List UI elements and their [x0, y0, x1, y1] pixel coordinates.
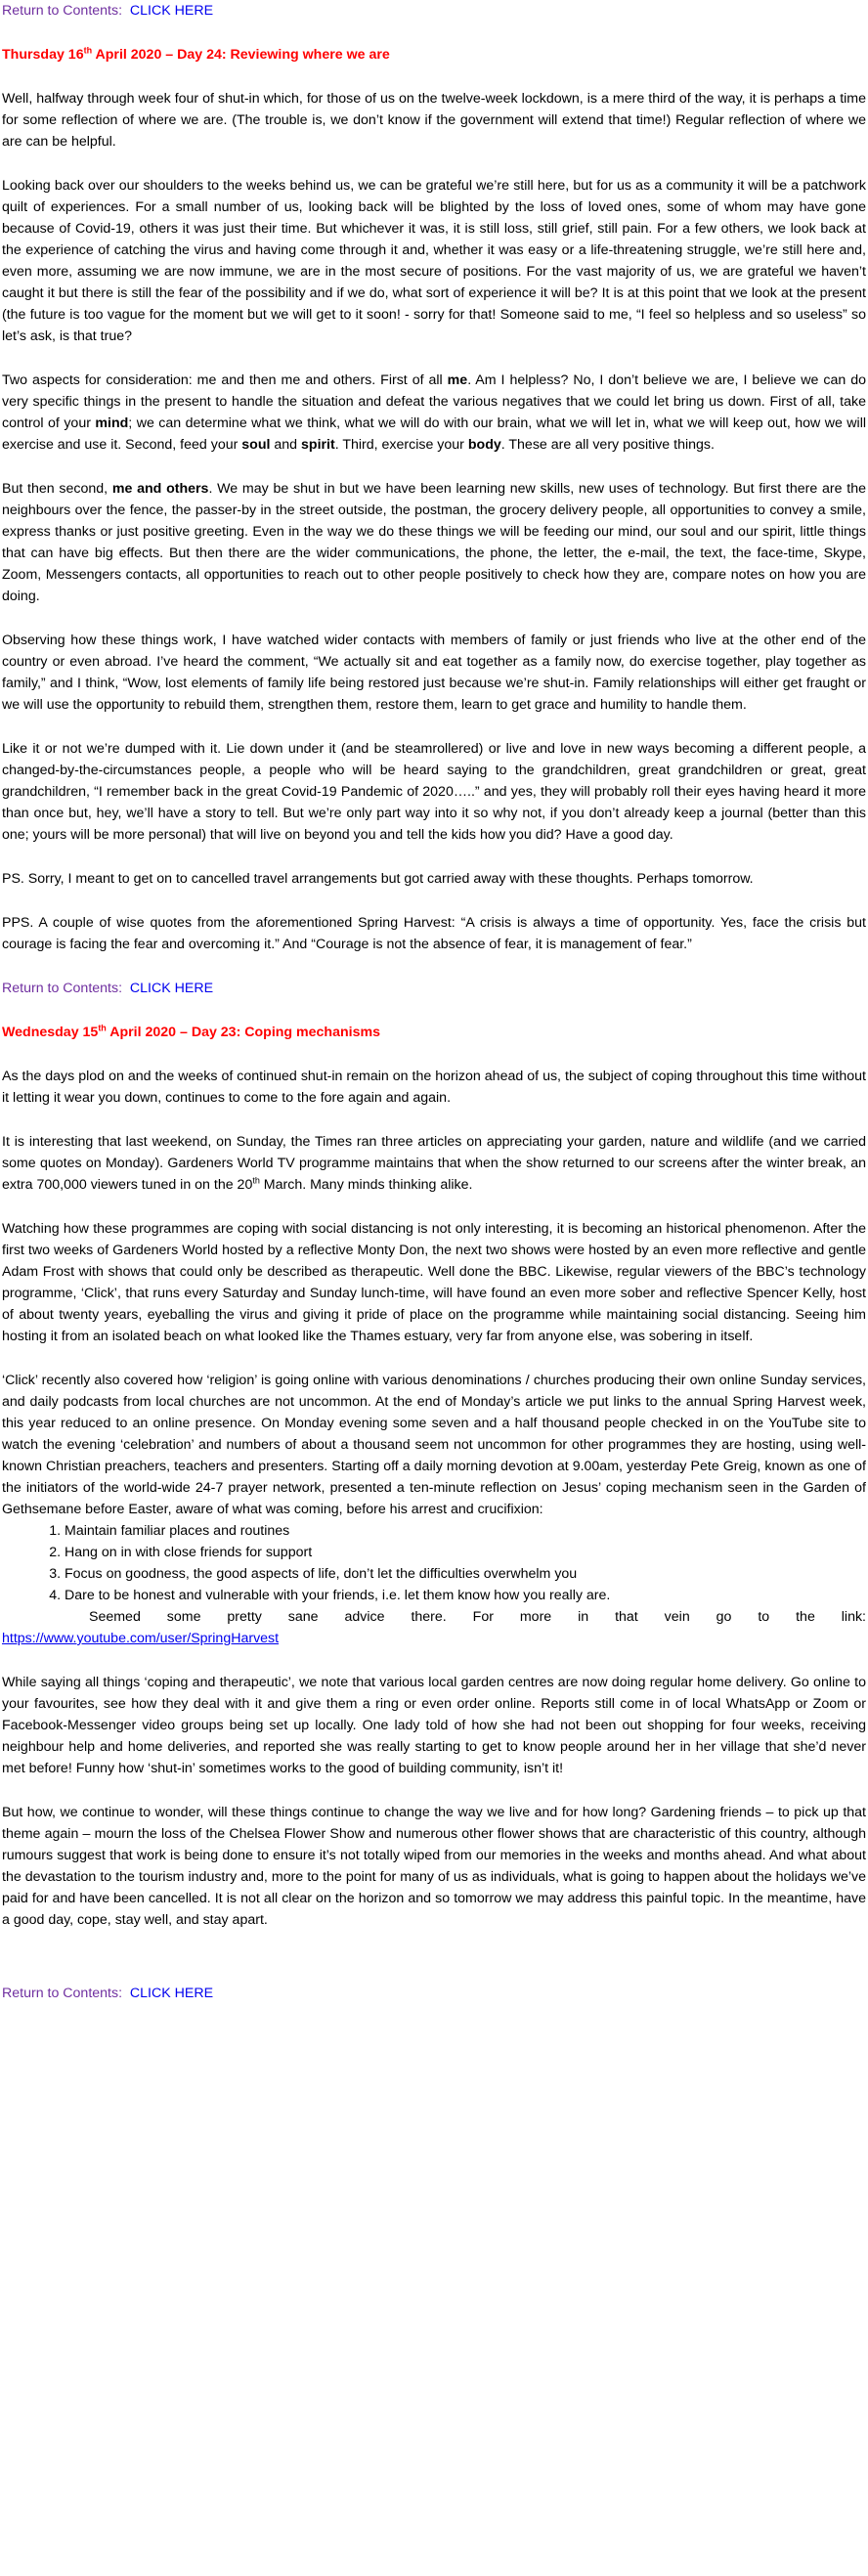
day23-heading: Wednesday 15th April 2020 – Day 23: Copi… — [2, 1023, 380, 1040]
contents-link[interactable]: CLICK HERE — [129, 1986, 214, 2001]
return-to-contents: Return to Contents: CLICK HERE — [2, 0, 866, 22]
coping-list: Maintain familiar places and routines Ha… — [2, 1520, 866, 1606]
return-to-contents: Return to Contents: CLICK HERE — [2, 1983, 866, 2004]
day23-paragraph-1: As the days plod on and the weeks of con… — [2, 1069, 866, 1106]
spring-harvest-link[interactable]: https://www.youtube.com/user/SpringHarve… — [2, 1631, 280, 1646]
return-to-contents: Return to Contents: CLICK HERE — [2, 978, 866, 999]
day24-post-postscript: PPS. A couple of wise quotes from the af… — [2, 915, 866, 952]
day24-paragraph-6: Like it or not we’re dumped with it. Lie… — [2, 741, 866, 843]
return-label: Return to Contents: — [2, 981, 123, 996]
day23-paragraph-5: While saying all things ‘coping and ther… — [2, 1675, 866, 1776]
return-label: Return to Contents: — [2, 3, 123, 19]
list-item: Hang on in with close friends for suppor… — [65, 1542, 866, 1563]
day24-paragraph-5: Observing how these things work, I have … — [2, 633, 866, 713]
day24-paragraph-1: Well, halfway through week four of shut-… — [2, 91, 866, 150]
day23-paragraph-4: ‘Click’ recently also covered how ‘relig… — [2, 1373, 866, 1517]
link-line: https://www.youtube.com/user/SpringHarve… — [2, 1628, 866, 1649]
day24-paragraph-3: Two aspects for consideration: me and th… — [2, 372, 867, 453]
day23-paragraph-2: It is interesting that last weekend, on … — [2, 1134, 866, 1193]
day23-paragraph-3: Watching how these programmes are coping… — [2, 1221, 866, 1344]
journal-page: Return to Contents: CLICK HERE Thursday … — [0, 0, 868, 2004]
list-item: Focus on goodness, the good aspects of l… — [65, 1563, 866, 1585]
list-item: Dare to be honest and vulnerable with yo… — [65, 1585, 866, 1606]
day24-paragraph-2: Looking back over our shoulders to the w… — [2, 178, 866, 344]
day23-paragraph-6: But how, we continue to wonder, will the… — [2, 1805, 866, 1928]
list-item: Maintain familiar places and routines — [65, 1520, 866, 1542]
return-label: Return to Contents: — [2, 1986, 123, 2001]
day24-paragraph-4: But then second, me and others. We may b… — [2, 481, 866, 604]
contents-link[interactable]: CLICK HERE — [129, 981, 214, 996]
link-intro: Seemed some pretty sane advice there. Fo… — [89, 1609, 866, 1625]
day24-heading: Thursday 16th April 2020 – Day 24: Revie… — [2, 45, 390, 63]
day24-postscript: PS. Sorry, I meant to get on to cancelle… — [2, 871, 754, 887]
spacer — [2, 1953, 866, 1983]
contents-link[interactable]: CLICK HERE — [129, 3, 214, 19]
